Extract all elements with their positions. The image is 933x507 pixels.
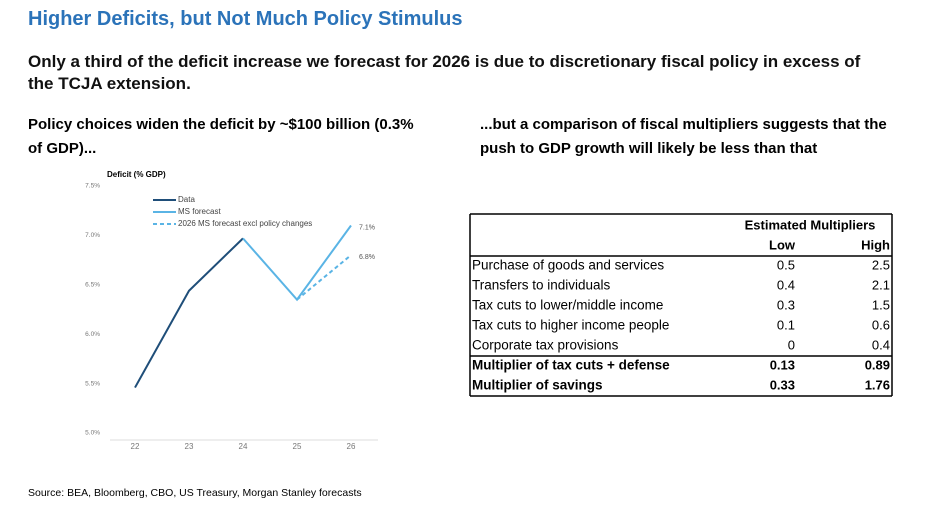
y-tick-label: 5.0% [85,430,100,437]
cell: 1.5 [872,297,890,312]
right-heading: ...but a comparison of fiscal multiplier… [480,116,887,157]
column-header: Low [769,237,796,252]
row-label: Corporate tax provisions [472,338,619,353]
series-line [242,224,352,302]
row-label: Multiplier of savings [472,378,603,393]
title: Higher Deficits, but Not Much Policy Sti… [28,8,463,30]
y-tick-label: 6.0% [85,331,100,338]
cell: 0.1 [777,317,795,332]
row-label: Tax cuts to higher income people [472,318,669,333]
cell: 0.3 [777,297,795,312]
data-label: 7.1% [359,224,375,231]
cell: 0.89 [865,357,890,372]
y-tick-label: 7.5% [85,183,100,190]
cell: 2.5 [872,257,890,272]
series-line [134,237,244,389]
legend-label: Data [178,195,195,204]
x-tick-label: 24 [239,442,248,451]
cell: 0.33 [770,377,795,392]
legend-label: MS forecast [178,207,221,216]
row-label: Tax cuts to lower/middle income [472,298,663,313]
cell: 0.13 [770,357,795,372]
cell: 0.4 [777,277,795,292]
y-tick-label: 5.5% [85,380,100,387]
series-line [296,254,352,301]
cell: 0 [788,337,795,352]
y-tick-label: 6.5% [85,282,100,289]
x-tick-label: 25 [293,442,302,451]
table-title: Estimated Multipliers [745,217,876,232]
row-label: Purchase of goods and services [472,258,664,273]
source: Source: BEA, Bloomberg, CBO, US Treasury… [28,487,362,499]
cell: 1.76 [865,377,890,392]
cell: 0.5 [777,257,795,272]
row-label: Transfers to individuals [472,278,611,293]
y-axis-title: Deficit (% GDP) [107,170,166,179]
left-heading: Policy choices widen the deficit by ~$10… [28,116,414,157]
y-tick-label: 7.0% [85,232,100,239]
legend-label: 2026 MS forecast excl policy changes [178,219,312,228]
cell: 0.6 [872,317,890,332]
subtitle: Only a third of the deficit increase we … [28,52,861,93]
column-header: High [861,237,890,252]
row-label: Multiplier of tax cuts + defense [472,358,670,373]
cell: 2.1 [872,277,890,292]
x-tick-label: 22 [131,442,140,451]
data-label: 6.8% [359,254,375,261]
x-tick-label: 23 [185,442,194,451]
x-tick-label: 26 [347,442,356,451]
chart: Deficit (% GDP) 5.0% 5.5% 6.0% 6.5% 7.0% 7.5%… [85,170,893,451]
cell: 0.4 [872,337,890,352]
